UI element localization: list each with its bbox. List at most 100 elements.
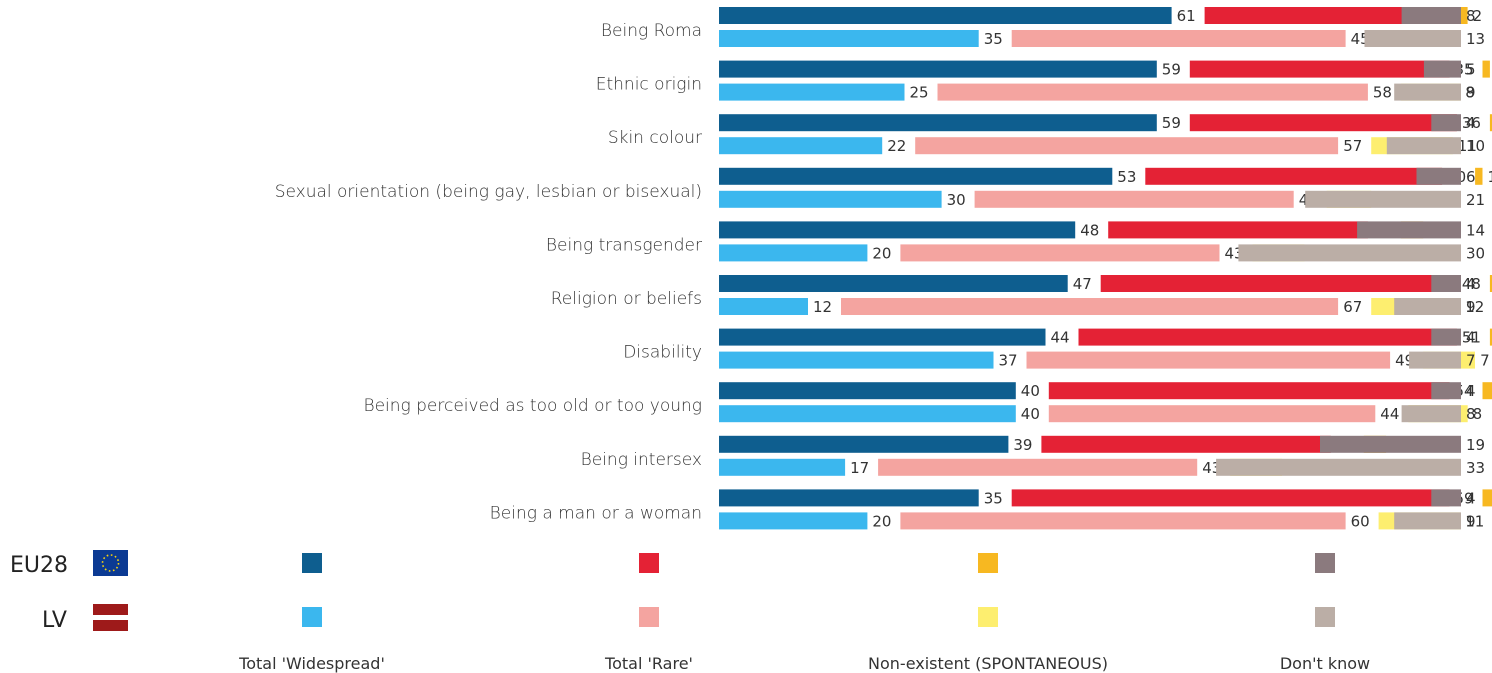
legend-swatch-lv-total-rare [639, 607, 659, 627]
bar-eu28-total-widespread [719, 167, 1113, 185]
value-label-eu28-don-t-know: 19 [1466, 436, 1485, 454]
value-label-eu28-total-widespread: 61 [1177, 7, 1196, 25]
bar-lv-don-t-know [1394, 83, 1461, 101]
value-label-eu28-don-t-know: 4 [1466, 329, 1476, 347]
bar-lv-total-widespread [719, 351, 994, 369]
value-label-eu28-don-t-know: 8 [1466, 7, 1476, 25]
value-label-eu28-total-rare: 48 [1462, 275, 1481, 293]
bar-eu28-non-existent-spontaneous [1489, 328, 1492, 346]
category-label: Being transgender [546, 235, 702, 255]
bar-lv-don-t-know [1394, 512, 1461, 530]
bar-lv-don-t-know [1364, 30, 1461, 47]
value-label-eu28-total-widespread: 53 [1117, 168, 1136, 186]
bar-lv-total-widespread [719, 30, 979, 47]
bar-eu28-total-rare [1145, 167, 1443, 185]
value-label-lv-total-rare: 44 [1380, 405, 1399, 423]
bar-lv-total-rare [878, 458, 1198, 476]
legend-label-non-existent: Non-existent (SPONTANEOUS) [868, 654, 1108, 673]
value-label-eu28-total-rare: 36 [1462, 114, 1481, 132]
category-label: Being a man or a woman [490, 503, 702, 523]
value-label-lv-non-existent-spontaneous: 8 [1473, 405, 1483, 423]
value-label-lv-don-t-know: 30 [1466, 244, 1485, 262]
bar-lv-total-rare [841, 298, 1339, 315]
bar-lv-total-widespread [719, 83, 905, 101]
bar-eu28-don-t-know [1431, 489, 1461, 507]
bar-eu28-total-widespread [719, 328, 1046, 346]
chart-row-being-a-man-or-a-woman: Being a man or a woman3559242060119 [490, 489, 1492, 530]
value-label-lv-non-existent-spontaneous: 7 [1480, 352, 1490, 370]
value-label-eu28-total-rare: 51 [1462, 329, 1481, 347]
bar-lv-total-widespread [719, 137, 883, 155]
value-label-lv-total-rare: 67 [1343, 298, 1362, 316]
legend-label-widespread: Total 'Widespread' [238, 654, 385, 673]
value-label-lv-total-widespread: 37 [999, 352, 1018, 370]
value-label-lv-non-existent-spontaneous: 11 [1458, 137, 1477, 155]
bar-eu28-don-t-know [1416, 167, 1461, 185]
bar-eu28-total-widespread [719, 7, 1172, 24]
chart-row-being-roma: Being Roma6129283545713 [601, 7, 1485, 48]
value-label-eu28-total-widespread: 44 [1051, 329, 1070, 347]
bar-lv-total-rare [1026, 351, 1391, 369]
bar-eu28-total-widespread [719, 435, 1009, 453]
bar-lv-total-widespread [719, 512, 868, 530]
legend-swatches [302, 553, 1335, 627]
category-label: Sexual orientation (being gay, lesbian o… [275, 182, 702, 202]
chart-row-religion-or-beliefs: Religion or beliefs4748141267129 [551, 275, 1492, 316]
bar-eu28-total-rare [1204, 7, 1420, 24]
bar-eu28-total-widespread [719, 275, 1068, 292]
legend-swatch-eu28-non-existent-spontaneous [978, 553, 998, 573]
value-label-eu28-total-widespread: 47 [1073, 275, 1092, 293]
value-label-eu28-total-widespread: 48 [1080, 221, 1099, 239]
bar-eu28-total-widespread [719, 221, 1076, 239]
value-label-lv-total-rare: 57 [1343, 137, 1362, 155]
latvia-flag-icon [93, 604, 128, 631]
legend-label-rare: Total 'Rare' [604, 654, 693, 673]
bar-eu28-non-existent-spontaneous [1475, 167, 1483, 185]
value-label-lv-don-t-know: 8 [1466, 405, 1476, 423]
legend-swatch-eu28-total-rare [639, 553, 659, 573]
value-label-lv-don-t-know: 9 [1466, 298, 1476, 316]
chart-legend: EU28 LV Total 'Widespread' Total 'Rare' … [10, 550, 1370, 673]
category-label: Religion or beliefs [551, 289, 702, 309]
bar-lv-total-rare [900, 244, 1220, 262]
bar-lv-don-t-know [1409, 351, 1461, 369]
legend-swatch-eu28-don-t-know [1315, 553, 1335, 573]
bar-lv-total-widespread [719, 405, 1016, 423]
value-label-eu28-total-widespread: 59 [1162, 61, 1181, 79]
bar-lv-total-rare [937, 83, 1368, 101]
bar-lv-total-rare [1048, 405, 1376, 423]
chart-row-ethnic-origin: Ethnic origin593515255889 [596, 60, 1490, 102]
value-label-lv-total-widespread: 20 [872, 244, 891, 262]
value-label-lv-don-t-know: 21 [1466, 191, 1485, 209]
legend-group-eu28: EU28 [10, 553, 68, 578]
value-label-lv-non-existent-spontaneous: 12 [1465, 298, 1484, 316]
value-label-lv-total-widespread: 22 [887, 137, 906, 155]
bar-eu28-total-rare [1041, 435, 1331, 453]
legend-group-lv: LV [42, 608, 67, 633]
bar-eu28-total-rare [1011, 489, 1450, 507]
bar-eu28-don-t-know [1320, 435, 1461, 453]
value-label-lv-total-widespread: 35 [984, 30, 1003, 48]
value-label-lv-total-widespread: 30 [947, 191, 966, 209]
value-label-eu28-don-t-know: 4 [1466, 489, 1476, 507]
value-label-lv-non-existent-spontaneous: 11 [1465, 512, 1484, 530]
value-label-eu28-total-widespread: 39 [1013, 436, 1032, 454]
bar-lv-don-t-know [1386, 137, 1461, 155]
value-label-eu28-total-widespread: 40 [1021, 382, 1040, 400]
legend-swatch-lv-total-widespread [302, 607, 322, 627]
bar-eu28-total-rare [1078, 328, 1457, 346]
legend-label-dont-know: Don't know [1280, 654, 1370, 673]
chart-row-sexual-orientation-being-gay-lesbian-or-bisexual: Sexual orientation (being gay, lesbian o… [275, 167, 1492, 209]
bar-eu28-total-widespread [719, 382, 1016, 400]
bar-lv-don-t-know [1216, 458, 1461, 476]
value-label-eu28-non-existent-spontaneous: 1 [1488, 168, 1492, 186]
bar-eu28-non-existent-spontaneous [1489, 275, 1492, 292]
bar-lv-total-rare [900, 512, 1346, 530]
value-label-lv-total-widespread: 25 [910, 84, 929, 102]
bar-eu28-don-t-know [1431, 382, 1461, 400]
bar-eu28-don-t-know [1423, 60, 1461, 78]
value-label-lv-total-widespread: 12 [813, 298, 832, 316]
value-label-eu28-total-widespread: 59 [1162, 114, 1181, 132]
chart-row-being-transgender: Being transgender48353142043730 [546, 221, 1485, 262]
